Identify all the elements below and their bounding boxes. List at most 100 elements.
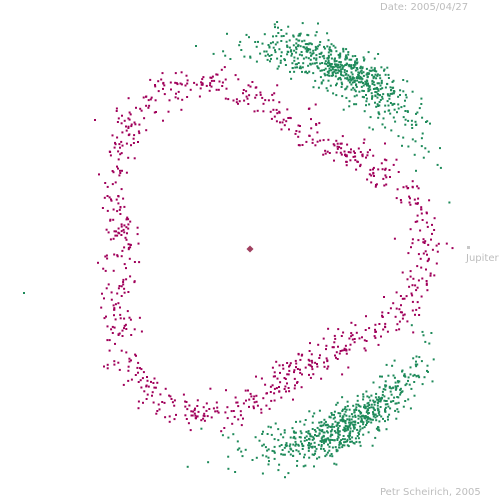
hilda-asteroid (129, 243, 132, 246)
hilda-asteroid (336, 142, 339, 145)
hilda-asteroid (148, 104, 151, 107)
trojan-asteroid (378, 74, 381, 77)
trojan-asteroid (340, 86, 343, 88)
trojan-asteroid (337, 426, 340, 429)
trojan-asteroid (332, 417, 335, 420)
trojan-asteroid (238, 447, 241, 450)
hilda-asteroid (339, 142, 342, 145)
trojan-asteroid (378, 410, 381, 413)
trojan-asteroid (295, 46, 297, 49)
hilda-asteroid (396, 188, 399, 191)
hilda-asteroid (164, 387, 167, 390)
hilda-asteroid (415, 289, 418, 292)
trojan-asteroid (390, 387, 393, 390)
hilda-asteroid (137, 242, 140, 245)
hilda-asteroid (110, 298, 113, 301)
trojan-asteroid (359, 420, 362, 423)
hilda-asteroid (164, 416, 167, 419)
hilda-asteroid (185, 74, 188, 77)
hilda-asteroid (109, 219, 112, 222)
hilda-asteroid (133, 121, 136, 124)
hilda-asteroid (239, 410, 242, 413)
trojan-asteroid (375, 70, 378, 73)
hilda-asteroid (197, 410, 200, 413)
trojan-asteroid (297, 443, 300, 446)
hilda-asteroid (186, 96, 189, 98)
trojan-asteroid (331, 439, 334, 441)
hilda-asteroid (308, 373, 310, 376)
trojan-asteroid (306, 33, 309, 36)
trojan-asteroid (380, 79, 383, 82)
trojan-asteroid (385, 384, 388, 387)
trojan-asteroid (277, 32, 280, 34)
hilda-asteroid (309, 376, 312, 379)
trojan-asteroid (399, 89, 402, 92)
trojan-asteroid (341, 446, 344, 449)
trojan-asteroid (269, 60, 271, 63)
trojan-asteroid (389, 86, 392, 89)
trojan-asteroid (328, 449, 331, 452)
hilda-asteroid (106, 339, 109, 342)
hilda-asteroid (215, 401, 218, 404)
hilda-asteroid (341, 373, 344, 376)
hilda-asteroid (137, 130, 140, 133)
trojan-asteroid (306, 43, 308, 45)
trojan-asteroid (355, 85, 358, 88)
hilda-asteroid (411, 294, 414, 297)
trojan-asteroid (307, 444, 310, 447)
trojan-asteroid (327, 51, 330, 54)
date-label: Date: 2005/04/27 (380, 2, 469, 13)
hilda-asteroid (162, 119, 164, 122)
trojan-asteroid (365, 73, 368, 76)
trojan-asteroid (410, 387, 413, 390)
trojan-asteroid (335, 82, 338, 85)
hilda-asteroid (307, 363, 310, 366)
trojan-asteroid (249, 56, 252, 59)
hilda-asteroid (401, 311, 403, 314)
trojan-asteroid (362, 71, 365, 74)
hilda-asteroid (285, 120, 288, 123)
trojan-asteroid (413, 394, 416, 397)
trojan-asteroid (439, 166, 442, 169)
trojan-asteroid (284, 476, 286, 479)
trojan-asteroid (393, 376, 396, 379)
trojan-asteroid (266, 58, 269, 61)
hilda-asteroid (337, 345, 339, 348)
hilda-asteroid (308, 359, 311, 362)
hilda-asteroid (264, 99, 267, 102)
hilda-asteroid (116, 254, 119, 257)
trojan-asteroid (350, 421, 353, 424)
trojan-asteroid (371, 444, 374, 447)
trojan-asteroid (301, 66, 304, 69)
trojan-asteroid (378, 397, 381, 400)
trojan-asteroid (308, 438, 311, 441)
trojan-asteroid (291, 427, 294, 430)
hilda-asteroid (409, 228, 412, 231)
trojan-asteroid (344, 406, 347, 409)
hilda-asteroid (269, 385, 272, 388)
trojan-asteroid (415, 360, 417, 363)
hilda-asteroid (220, 68, 223, 71)
hilda-asteroid (136, 233, 139, 236)
trojan-asteroid (353, 103, 356, 106)
hilda-asteroid (356, 160, 359, 163)
trojan-asteroid (346, 418, 349, 421)
trojan-asteroid (254, 41, 257, 43)
trojan-asteroid (309, 42, 312, 45)
trojan-asteroid-group (23, 21, 451, 479)
hilda-asteroid (289, 116, 292, 119)
trojan-asteroid (376, 93, 379, 96)
hilda-asteroid (125, 142, 128, 145)
trojan-asteroid (377, 400, 380, 403)
trojan-asteroid (287, 25, 290, 28)
hilda-asteroid (409, 275, 412, 278)
trojan-asteroid (376, 415, 379, 418)
trojan-asteroid (378, 113, 381, 116)
trojan-asteroid (336, 429, 339, 432)
trojan-asteroid (356, 394, 359, 397)
hilda-asteroid (106, 195, 109, 197)
trojan-asteroid (420, 103, 423, 105)
trojan-asteroid (418, 376, 421, 379)
trojan-asteroid (293, 49, 296, 52)
